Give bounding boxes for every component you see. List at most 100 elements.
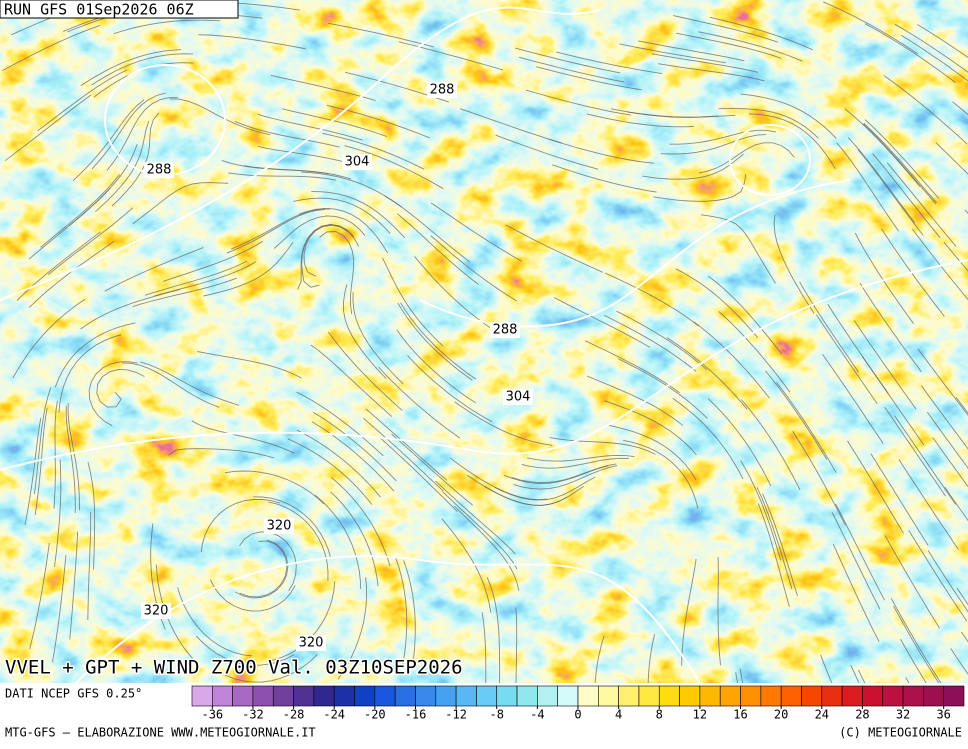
streamline [792,431,846,526]
streamline [330,491,379,587]
streamline [400,302,477,380]
streamline [717,557,721,666]
streamline [53,400,58,509]
streamline [651,53,759,73]
streamline [352,292,404,385]
streamline [87,462,96,570]
streamline [47,207,134,276]
streamline [132,182,229,225]
contour-label-box [296,635,326,651]
streamline [556,51,663,75]
colorbar-swatch [740,685,762,707]
streamline [162,240,264,282]
streamline [495,134,599,170]
streamline [950,648,968,675]
streamline [54,459,62,568]
streamline [382,257,444,347]
contour-line [0,259,968,471]
colorbar-swatch [638,685,660,707]
streamline [935,142,968,175]
streamline [449,457,548,501]
streamline [900,34,968,82]
streamline [847,440,904,534]
streamline [827,304,889,394]
streamline [672,398,744,480]
streamline [430,235,517,302]
streamline [675,268,759,338]
streamline [638,40,745,62]
streamline [441,518,492,613]
streamline [616,310,708,370]
streamline [231,208,331,250]
streamline [862,123,937,205]
streamline [96,368,145,408]
streamline [886,162,957,247]
run-label: RUN GFS 01Sep2026 06Z [4,1,194,19]
streamline [122,362,220,408]
colorbar-swatch [598,685,619,707]
streamline [4,94,92,162]
streamline [863,122,938,204]
colorbar-swatch [394,685,416,707]
streamline [681,558,697,666]
colorbar-swatch [191,685,213,707]
streamline [396,329,476,404]
streamline [344,145,444,190]
streamline [831,512,881,610]
contour-label: 288 [493,323,518,338]
colorbar-tick-label: -20 [364,708,386,722]
contour-label: 304 [506,390,531,405]
streamline [604,272,699,327]
streamline [525,89,631,116]
streamline [311,421,395,492]
streamline [527,454,635,462]
streamline [88,361,138,427]
streamline [314,494,362,590]
streamline [226,209,325,254]
streamline [552,164,657,193]
streamline [698,31,803,62]
streamline [296,429,381,498]
colorbar-tick-label: -28 [283,708,305,722]
streamline [836,142,899,232]
contour-label-box [144,162,174,178]
streamline [273,215,366,249]
colorbar-swatch [658,685,680,707]
streamline [58,334,122,414]
streamline [623,439,699,509]
streamline [414,256,494,331]
streamline [844,108,921,187]
streamline [228,172,336,181]
colorbar-tick-label: 0 [574,708,581,722]
streamline [765,370,828,460]
streamline [313,411,397,482]
streamline [28,187,111,260]
streamline [239,540,288,598]
colorbar-tick-label: -4 [530,708,544,722]
map-title: VVEL + GPT + WIND Z700 Val. 03Z10SEP2026 [5,657,463,679]
streamline [441,491,518,570]
streamline [328,331,403,411]
streamline [511,463,617,484]
streamline [604,400,697,456]
streamline [921,385,968,450]
contour-label: 288 [430,83,455,98]
colorbar-swatch [333,685,355,707]
streamline [80,49,182,86]
contour-label: 304 [345,155,370,170]
streamline [224,470,325,505]
streamline [177,587,253,657]
streamline [586,375,683,426]
colorbar-swatch [232,685,254,707]
streamline [932,437,968,488]
streamline [773,214,815,314]
streamline [34,407,48,516]
colorbar-swatch [293,685,315,707]
streamline [454,505,520,591]
streamline [757,503,790,607]
colorbar-swatch [923,685,944,707]
contour-label: 320 [299,636,324,651]
streamline [709,16,813,51]
streamline [864,119,940,199]
